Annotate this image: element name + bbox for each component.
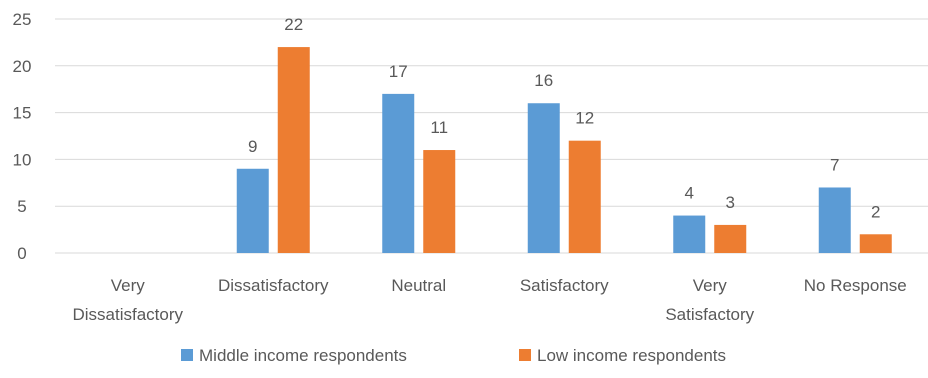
x-category-label: Very (693, 276, 728, 295)
data-labels: 9 22 17 11 16 12 4 3 7 2 (248, 15, 880, 221)
y-tick-label: 10 (13, 150, 32, 169)
y-axis-tick-labels: 0 5 10 15 20 25 (13, 10, 32, 263)
bars (236, 47, 892, 254)
data-label: 3 (726, 193, 735, 212)
data-label: 9 (248, 137, 257, 156)
bar (277, 47, 310, 253)
data-label: 16 (534, 71, 553, 90)
data-label: 11 (430, 118, 448, 137)
x-category-label: Satisfactory (520, 276, 609, 295)
legend-swatch (181, 349, 193, 361)
x-category-label: Satisfactory (665, 305, 754, 324)
legend-item: Low income respondents (519, 346, 726, 365)
data-label: 2 (871, 202, 880, 221)
legend-swatch (519, 349, 531, 361)
legend-label: Low income respondents (537, 346, 726, 365)
data-label: 4 (685, 184, 694, 203)
bar (859, 234, 892, 253)
x-category-label: Neutral (391, 276, 446, 295)
x-axis-category-labels: Very Dissatisfactory Dissatisfactory Neutra… (72, 276, 906, 324)
gridlines (55, 18, 928, 254)
y-tick-label: 15 (13, 104, 32, 123)
x-category-label: No Response (804, 276, 907, 295)
data-label: 22 (284, 15, 303, 34)
y-tick-label: 0 (17, 244, 26, 263)
bar (673, 215, 706, 253)
data-label: 12 (575, 109, 594, 128)
bar (818, 187, 851, 253)
x-category-label: Very (111, 276, 146, 295)
bar (236, 168, 269, 253)
data-label: 7 (830, 155, 839, 174)
legend: Middle income respondents Low income resp… (181, 346, 726, 365)
x-category-label: Dissatisfactory (72, 305, 183, 324)
y-tick-label: 5 (17, 197, 26, 216)
legend-item: Middle income respondents (181, 346, 407, 365)
bar (382, 93, 415, 253)
y-tick-label: 25 (13, 10, 32, 29)
data-label: 17 (389, 62, 408, 81)
bar (714, 224, 747, 253)
bar (527, 103, 560, 254)
x-category-label: Dissatisfactory (218, 276, 329, 295)
y-tick-label: 20 (13, 57, 32, 76)
bar (423, 150, 456, 253)
bar (568, 140, 601, 253)
legend-label: Middle income respondents (199, 346, 407, 365)
